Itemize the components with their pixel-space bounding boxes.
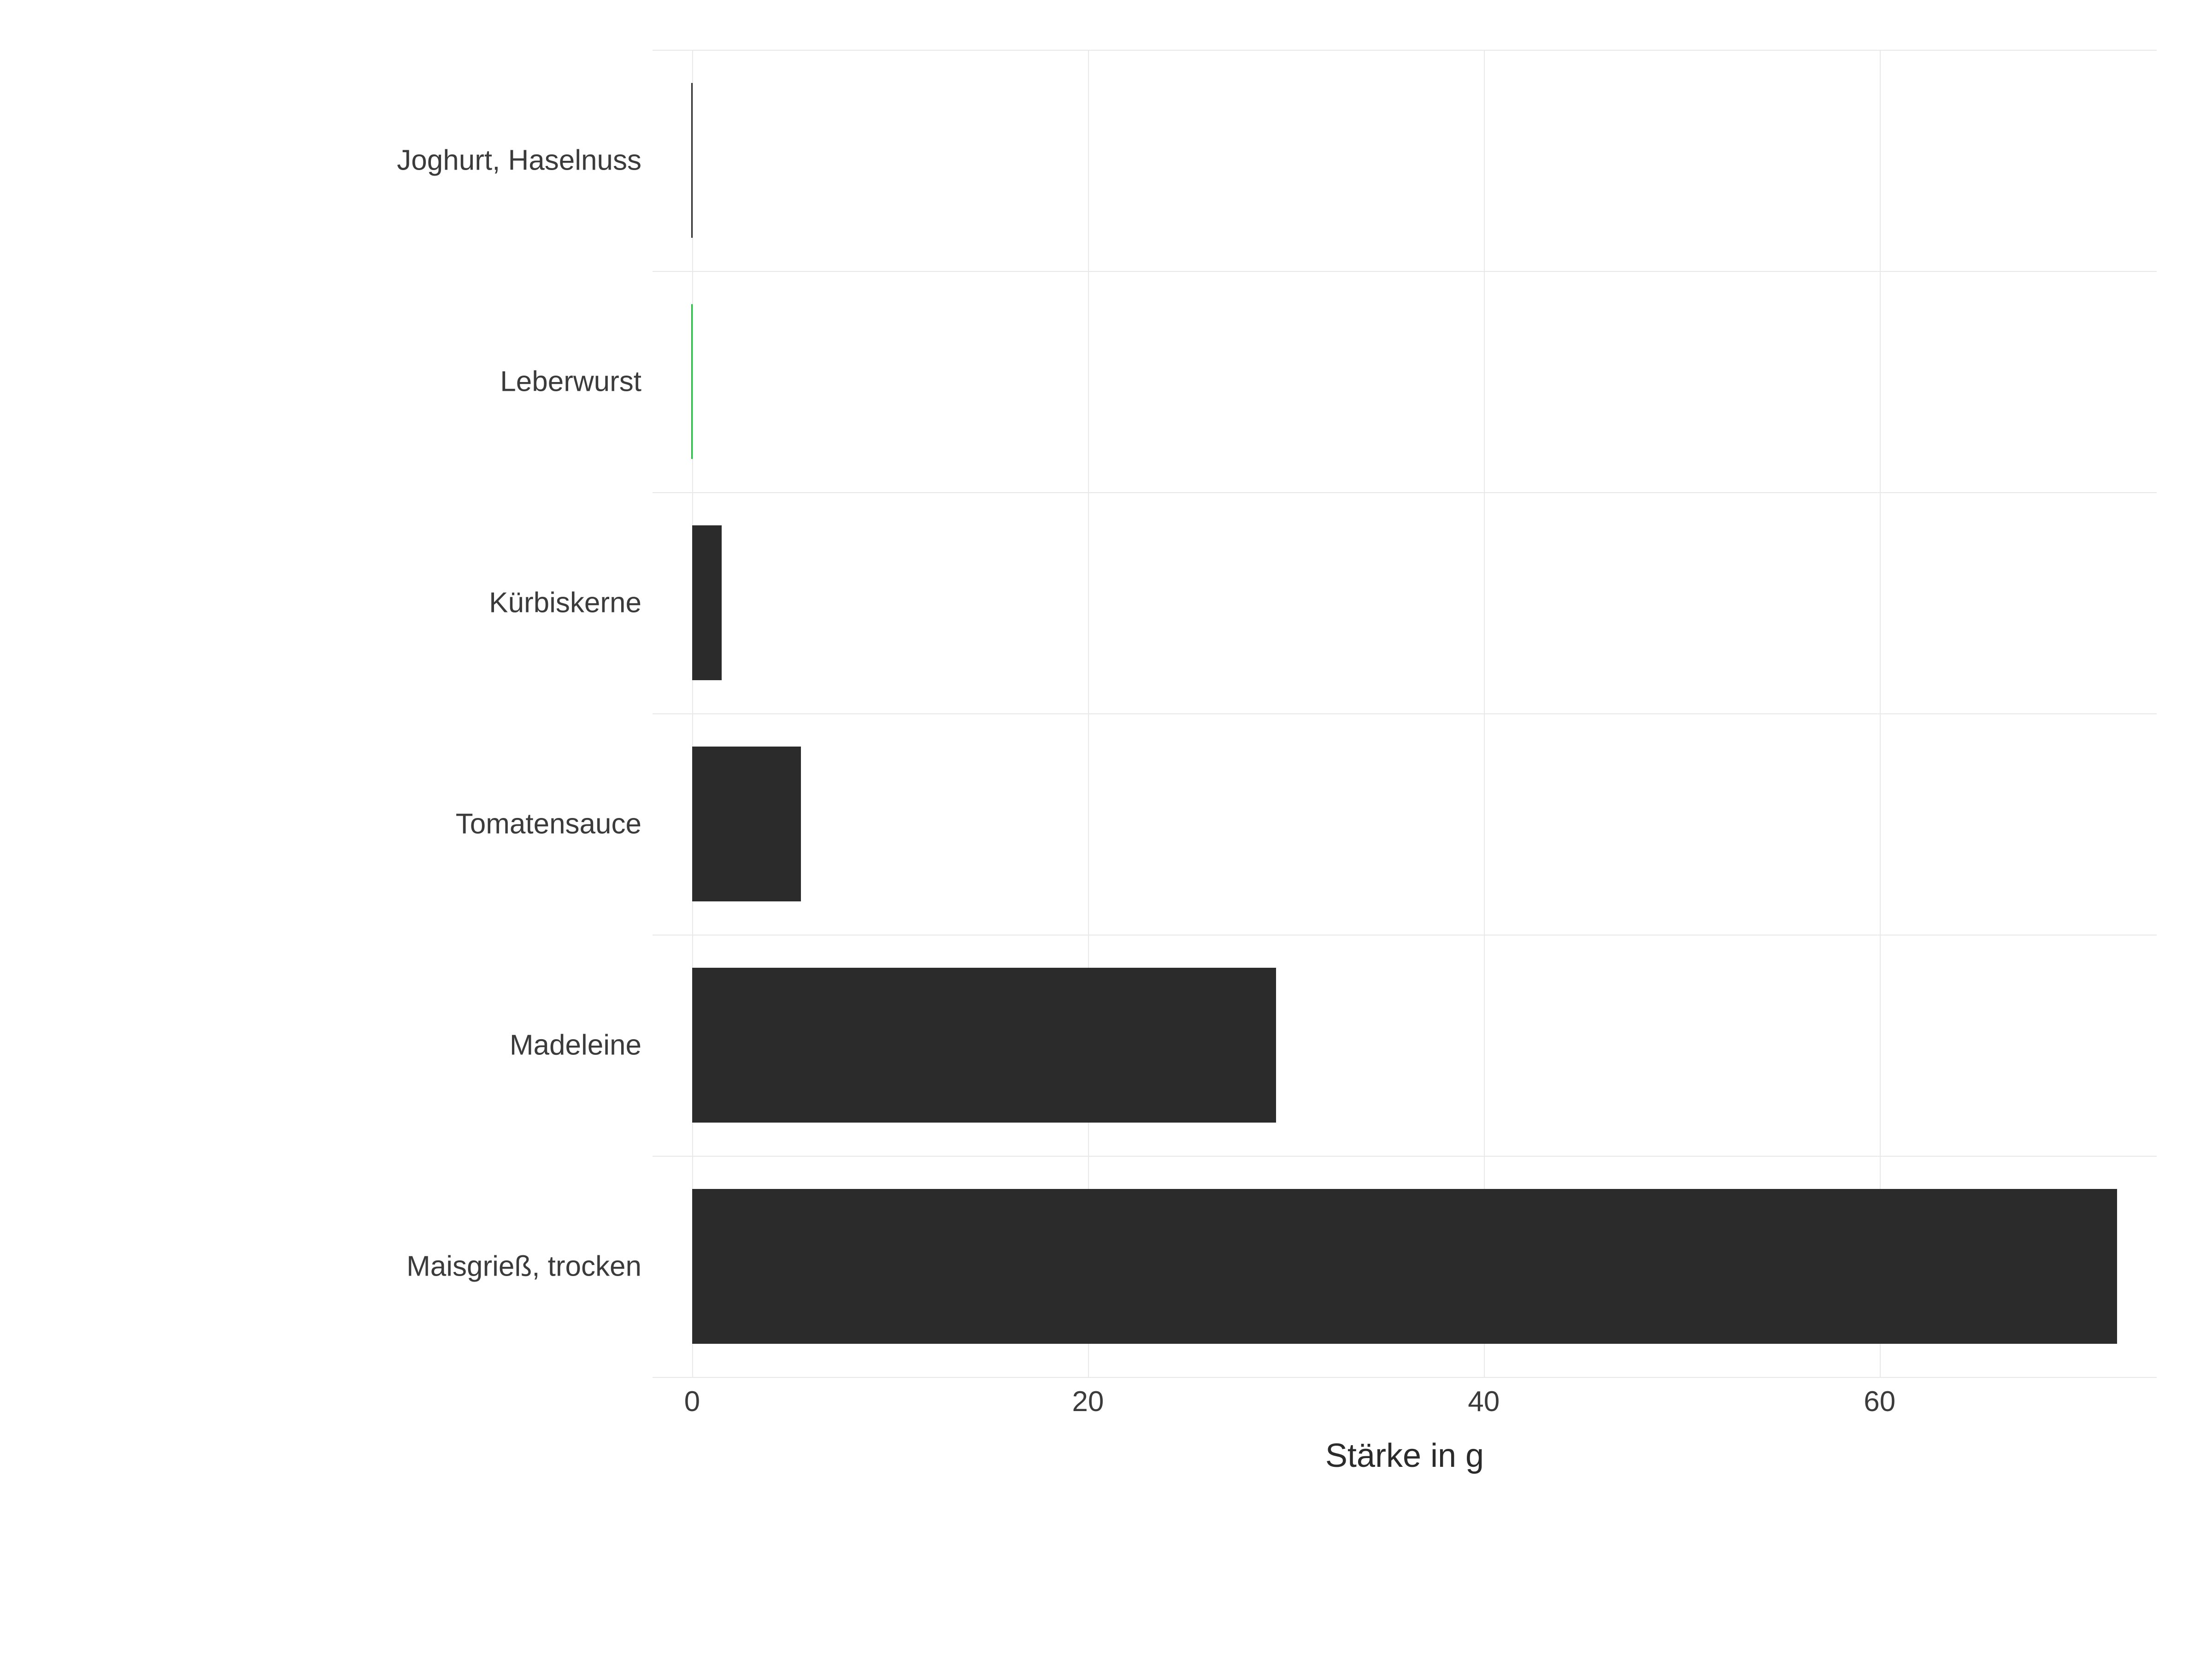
y-tick-label: Leberwurst bbox=[500, 365, 653, 398]
y-tick-label: Joghurt, Haselnuss bbox=[397, 144, 653, 177]
y-tick-label: Madeleine bbox=[510, 1029, 653, 1062]
x-tick-label: 0 bbox=[684, 1377, 700, 1418]
bar bbox=[691, 304, 693, 459]
y-tick-label: Maisgrieß, trocken bbox=[406, 1250, 653, 1283]
gridline-horizontal bbox=[653, 713, 2157, 714]
y-tick-label: Tomatensauce bbox=[456, 808, 653, 841]
bar bbox=[692, 525, 722, 680]
bar bbox=[692, 1189, 2117, 1344]
gridline-horizontal bbox=[653, 271, 2157, 272]
x-axis-title: Stärke in g bbox=[1325, 1437, 1484, 1475]
x-tick-label: 20 bbox=[1072, 1377, 1104, 1418]
plot-area: 0204060Joghurt, HaselnussLeberwurstKürbi… bbox=[653, 50, 2157, 1377]
gridline-horizontal bbox=[653, 1377, 2157, 1378]
bar bbox=[692, 968, 1276, 1123]
bar bbox=[691, 83, 693, 238]
gridline-horizontal bbox=[653, 492, 2157, 493]
gridline-horizontal bbox=[653, 1156, 2157, 1157]
chart-container: 0 20 40 60 Joghurt, Haselnuss Leberwurst Kürbi… bbox=[0, 0, 2212, 1659]
x-tick-label: 60 bbox=[1864, 1377, 1895, 1418]
gridline-horizontal bbox=[653, 50, 2157, 51]
bar bbox=[692, 747, 801, 901]
x-tick-label: 40 bbox=[1468, 1377, 1500, 1418]
y-tick-label: Kürbiskerne bbox=[489, 587, 653, 619]
